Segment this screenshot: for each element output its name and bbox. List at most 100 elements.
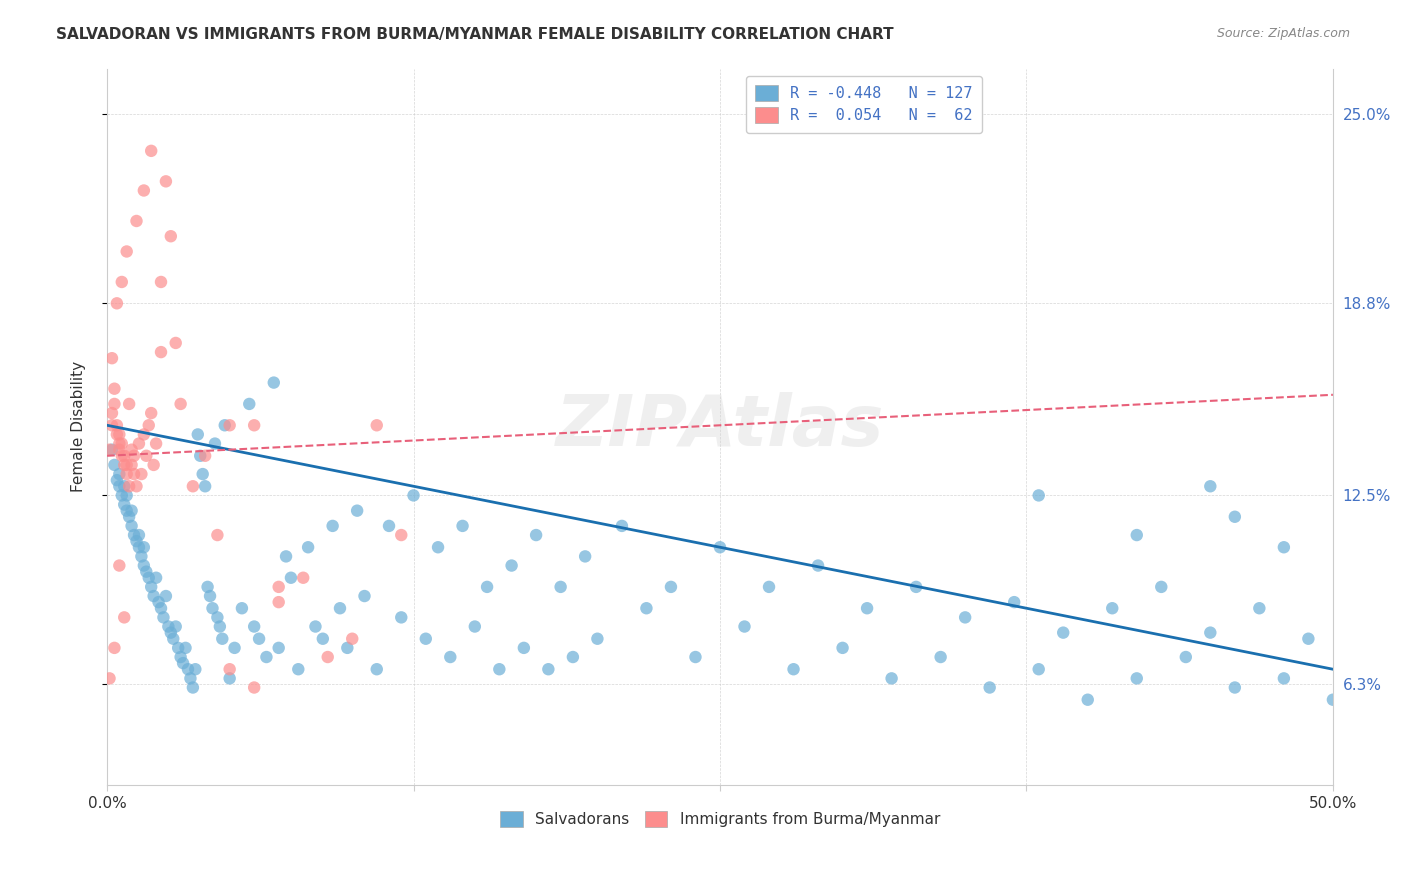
Point (574, 549, 596, 564)
Point (905, 580, 928, 594)
Point (121, 519, 143, 533)
Point (304, 619, 326, 633)
Point (207, 528, 229, 542)
Point (118, 509, 141, 524)
Point (208, 619, 231, 633)
Point (101, 418, 124, 433)
Point (231, 601, 253, 615)
Point (224, 640, 246, 655)
Point (366, 418, 388, 433)
Point (177, 662, 200, 676)
Point (111, 275, 134, 289)
Point (831, 640, 853, 655)
Point (659, 580, 682, 594)
Point (1272, 541, 1295, 555)
Point (111, 436, 134, 450)
Point (439, 650, 461, 665)
Point (125, 214, 148, 228)
Point (152, 610, 174, 624)
Point (243, 619, 266, 633)
Point (132, 427, 155, 442)
Point (427, 541, 450, 555)
Point (155, 589, 177, 603)
Point (112, 449, 135, 463)
Point (880, 672, 903, 686)
Point (353, 589, 375, 603)
Point (1199, 479, 1222, 493)
Point (267, 580, 290, 594)
Point (389, 528, 412, 542)
Point (105, 296, 128, 310)
Point (953, 610, 976, 624)
Point (267, 640, 290, 655)
Point (1272, 672, 1295, 686)
Point (415, 632, 437, 646)
Point (155, 174, 177, 188)
Point (1174, 650, 1197, 665)
Point (537, 662, 560, 676)
Point (247, 632, 270, 646)
Point (610, 519, 633, 533)
Point (1126, 528, 1149, 542)
Point (142, 589, 165, 603)
Point (122, 528, 145, 542)
Point (162, 632, 184, 646)
Point (274, 549, 297, 564)
Point (929, 650, 952, 665)
Point (111, 488, 134, 502)
Point (157, 619, 180, 633)
Point (103, 458, 125, 472)
Point (108, 427, 131, 442)
Text: Source: ZipAtlas.com: Source: ZipAtlas.com (1216, 27, 1350, 40)
Point (524, 528, 547, 542)
Point (475, 580, 498, 594)
Point (135, 565, 157, 579)
Point (1249, 601, 1271, 615)
Point (128, 541, 150, 555)
Point (132, 541, 155, 555)
Point (218, 672, 240, 686)
Point (194, 449, 217, 463)
Point (1322, 692, 1344, 706)
Point (135, 449, 157, 463)
Point (159, 625, 181, 640)
Point (138, 418, 160, 433)
Point (108, 436, 131, 450)
Point (184, 662, 207, 676)
Point (709, 541, 731, 555)
Point (105, 473, 128, 487)
Point (513, 640, 536, 655)
Point (101, 351, 124, 366)
Legend: Salvadorans, Immigrants from Burma/Myanmar: Salvadorans, Immigrants from Burma/Myanm… (492, 804, 948, 835)
Point (172, 656, 194, 670)
Point (1002, 595, 1025, 609)
Point (218, 418, 240, 433)
Point (112, 498, 135, 512)
Point (145, 571, 167, 585)
Point (191, 467, 214, 481)
Point (1052, 625, 1074, 640)
Point (342, 632, 364, 646)
Point (550, 580, 572, 594)
Point (141, 144, 163, 158)
Point (685, 650, 707, 665)
Point (122, 467, 145, 481)
Point (758, 580, 780, 594)
Point (188, 449, 211, 463)
Point (1101, 601, 1123, 615)
Point (105, 427, 128, 442)
Point (1028, 488, 1050, 502)
Point (108, 479, 131, 493)
Point (101, 442, 124, 457)
Text: ZIPAtlas: ZIPAtlas (555, 392, 884, 461)
Point (132, 558, 155, 573)
Point (254, 650, 277, 665)
Point (142, 458, 165, 472)
Point (1028, 662, 1050, 676)
Point (115, 488, 138, 502)
Point (197, 580, 219, 594)
Point (292, 571, 315, 585)
Point (165, 619, 187, 633)
Point (112, 479, 135, 493)
Point (322, 519, 344, 533)
